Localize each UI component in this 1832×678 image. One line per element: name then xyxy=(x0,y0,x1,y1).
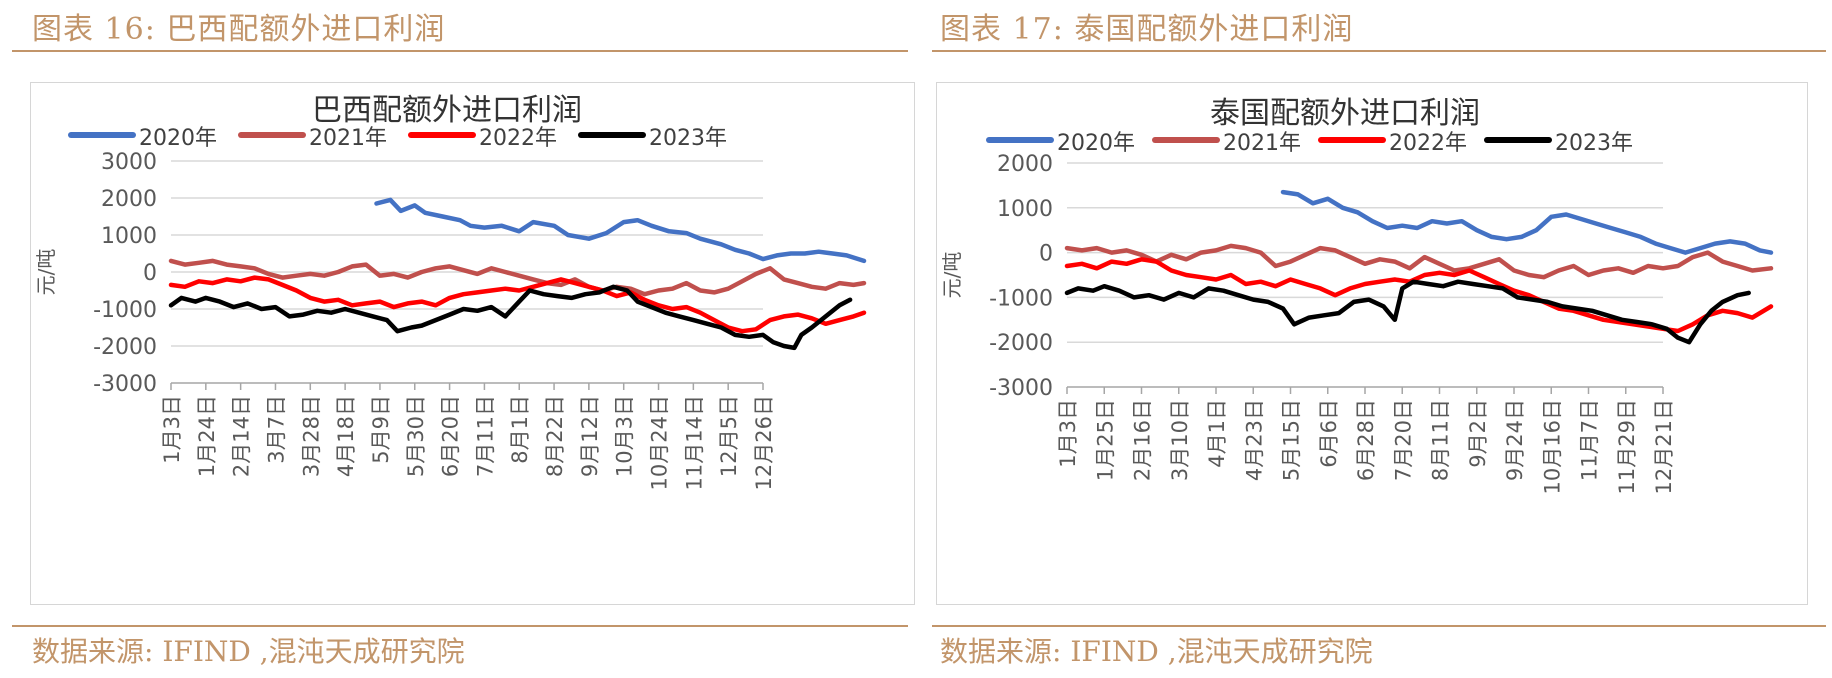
x-tick-label: 11月14日 xyxy=(682,395,706,490)
series-line-2 xyxy=(168,275,867,334)
chart-thailand: 泰国配额外进口利润 2020年 2021年 2022年 2023年 2000 1000 0 -1… xyxy=(940,96,1774,494)
series-line-1 xyxy=(1064,243,1774,280)
y-tick-label: -1000 xyxy=(989,286,1053,311)
x-tick-label: 7月20日 xyxy=(1391,399,1415,481)
x-tick-label: 3月10日 xyxy=(1168,399,1192,481)
x-tick-label: 1月3日 xyxy=(1056,399,1080,468)
x-tick-label: 4月1日 xyxy=(1205,399,1229,468)
x-tick-label: 11月7日 xyxy=(1578,399,1602,481)
x-tick-label: 2月14日 xyxy=(230,395,254,477)
figure-caption-thailand: 图表 17: 泰国配额外进口利润 xyxy=(940,12,1354,47)
y-tick-label: -2000 xyxy=(989,331,1053,356)
y-tick-label: -1000 xyxy=(93,298,157,323)
x-tick-label: 9月2日 xyxy=(1466,399,1490,468)
x-tick-label: 10月3日 xyxy=(613,395,637,477)
y-tick-label: 1000 xyxy=(101,224,157,249)
y-axis-label: 元/吨 xyxy=(34,249,58,296)
legend-label-3: 2023年 xyxy=(649,126,727,151)
y-tick-label: 3000 xyxy=(101,150,157,175)
x-tick-label: 9月24日 xyxy=(1503,399,1527,481)
x-tick-label: 2月16日 xyxy=(1131,399,1155,481)
x-tick-label: 5月30日 xyxy=(404,395,428,477)
x-tick-label: 1月3日 xyxy=(160,395,184,464)
y-tick-label: 1000 xyxy=(997,197,1053,222)
x-tick-label: 4月18日 xyxy=(334,395,358,477)
x-tick-label: 8月11日 xyxy=(1429,399,1453,481)
legend-label-2: 2022年 xyxy=(479,126,557,151)
y-tick-label: 2000 xyxy=(101,187,157,212)
legend-label-3: 2023年 xyxy=(1555,131,1633,156)
caption-rule-left xyxy=(12,50,908,52)
chart-brazil: 巴西配额外进口利润 2020年 2021年 2022年 2023年 3000 2000 100… xyxy=(34,93,867,490)
x-tick-label: 4月23日 xyxy=(1242,399,1266,481)
y-tick-label: -3000 xyxy=(989,376,1053,401)
legend-label-0: 2020年 xyxy=(1057,131,1135,156)
series-line-1 xyxy=(168,258,867,297)
chart-panel-thailand: 泰国配额外进口利润 2020年 2021年 2022年 2023年 2000 1000 0 -1… xyxy=(936,82,1808,605)
y-axis-label: 元/吨 xyxy=(940,252,964,299)
source-rule-left xyxy=(12,625,908,627)
series-line-3 xyxy=(1064,279,1751,345)
y-tick-label: 0 xyxy=(143,261,157,286)
source-rule-right xyxy=(932,625,1826,627)
x-tick-label: 6月28日 xyxy=(1354,399,1378,481)
legend-label-0: 2020年 xyxy=(139,126,217,151)
caption-rule-right xyxy=(932,50,1826,52)
y-tick-label: -2000 xyxy=(93,335,157,360)
y-tick-label: 2000 xyxy=(997,152,1053,177)
x-tick-label: 9月12日 xyxy=(578,395,602,477)
x-tick-label: 12月5日 xyxy=(717,395,741,477)
x-tick-label: 1月25日 xyxy=(1093,399,1117,481)
legend-label-1: 2021年 xyxy=(1223,131,1301,156)
series-line-2 xyxy=(1064,257,1774,334)
x-tick-label: 7月11日 xyxy=(473,395,497,477)
x-tick-label: 12月26日 xyxy=(752,395,776,490)
chart-panel-brazil: 巴西配额外进口利润 2020年 2021年 2022年 2023年 3000 2000 100… xyxy=(30,82,915,605)
series-line-0 xyxy=(374,197,867,264)
x-tick-label: 5月9日 xyxy=(369,395,393,464)
x-tick-label: 10月24日 xyxy=(648,395,672,490)
y-tick-label: 0 xyxy=(1039,242,1053,267)
series-line-3 xyxy=(168,284,853,351)
source-note-thailand: 数据来源: IFIND ,混沌天成研究院 xyxy=(940,635,1373,668)
x-tick-label: 5月15日 xyxy=(1280,399,1304,481)
legend-label-2: 2022年 xyxy=(1389,131,1467,156)
x-tick-label: 3月7日 xyxy=(264,395,288,464)
x-tick-label: 6月20日 xyxy=(439,395,463,477)
x-tick-label: 12月21日 xyxy=(1652,399,1676,494)
x-tick-label: 3月28日 xyxy=(299,395,323,477)
x-tick-label: 8月1日 xyxy=(508,395,532,464)
chart-title: 泰国配额外进口利润 xyxy=(1210,96,1480,131)
figure-caption-brazil: 图表 16: 巴西配额外进口利润 xyxy=(32,12,446,47)
source-note-brazil: 数据来源: IFIND ,混沌天成研究院 xyxy=(32,635,465,668)
chart-title: 巴西配额外进口利润 xyxy=(312,93,582,128)
x-tick-label: 1月24日 xyxy=(195,395,219,477)
legend-label-1: 2021年 xyxy=(309,126,387,151)
x-tick-label: 10月16日 xyxy=(1540,399,1564,494)
y-tick-label: -3000 xyxy=(93,372,157,397)
x-tick-label: 11月29日 xyxy=(1615,399,1639,494)
series-line-0 xyxy=(1280,189,1774,255)
x-tick-label: 6月6日 xyxy=(1317,399,1341,468)
x-tick-label: 8月22日 xyxy=(543,395,567,477)
